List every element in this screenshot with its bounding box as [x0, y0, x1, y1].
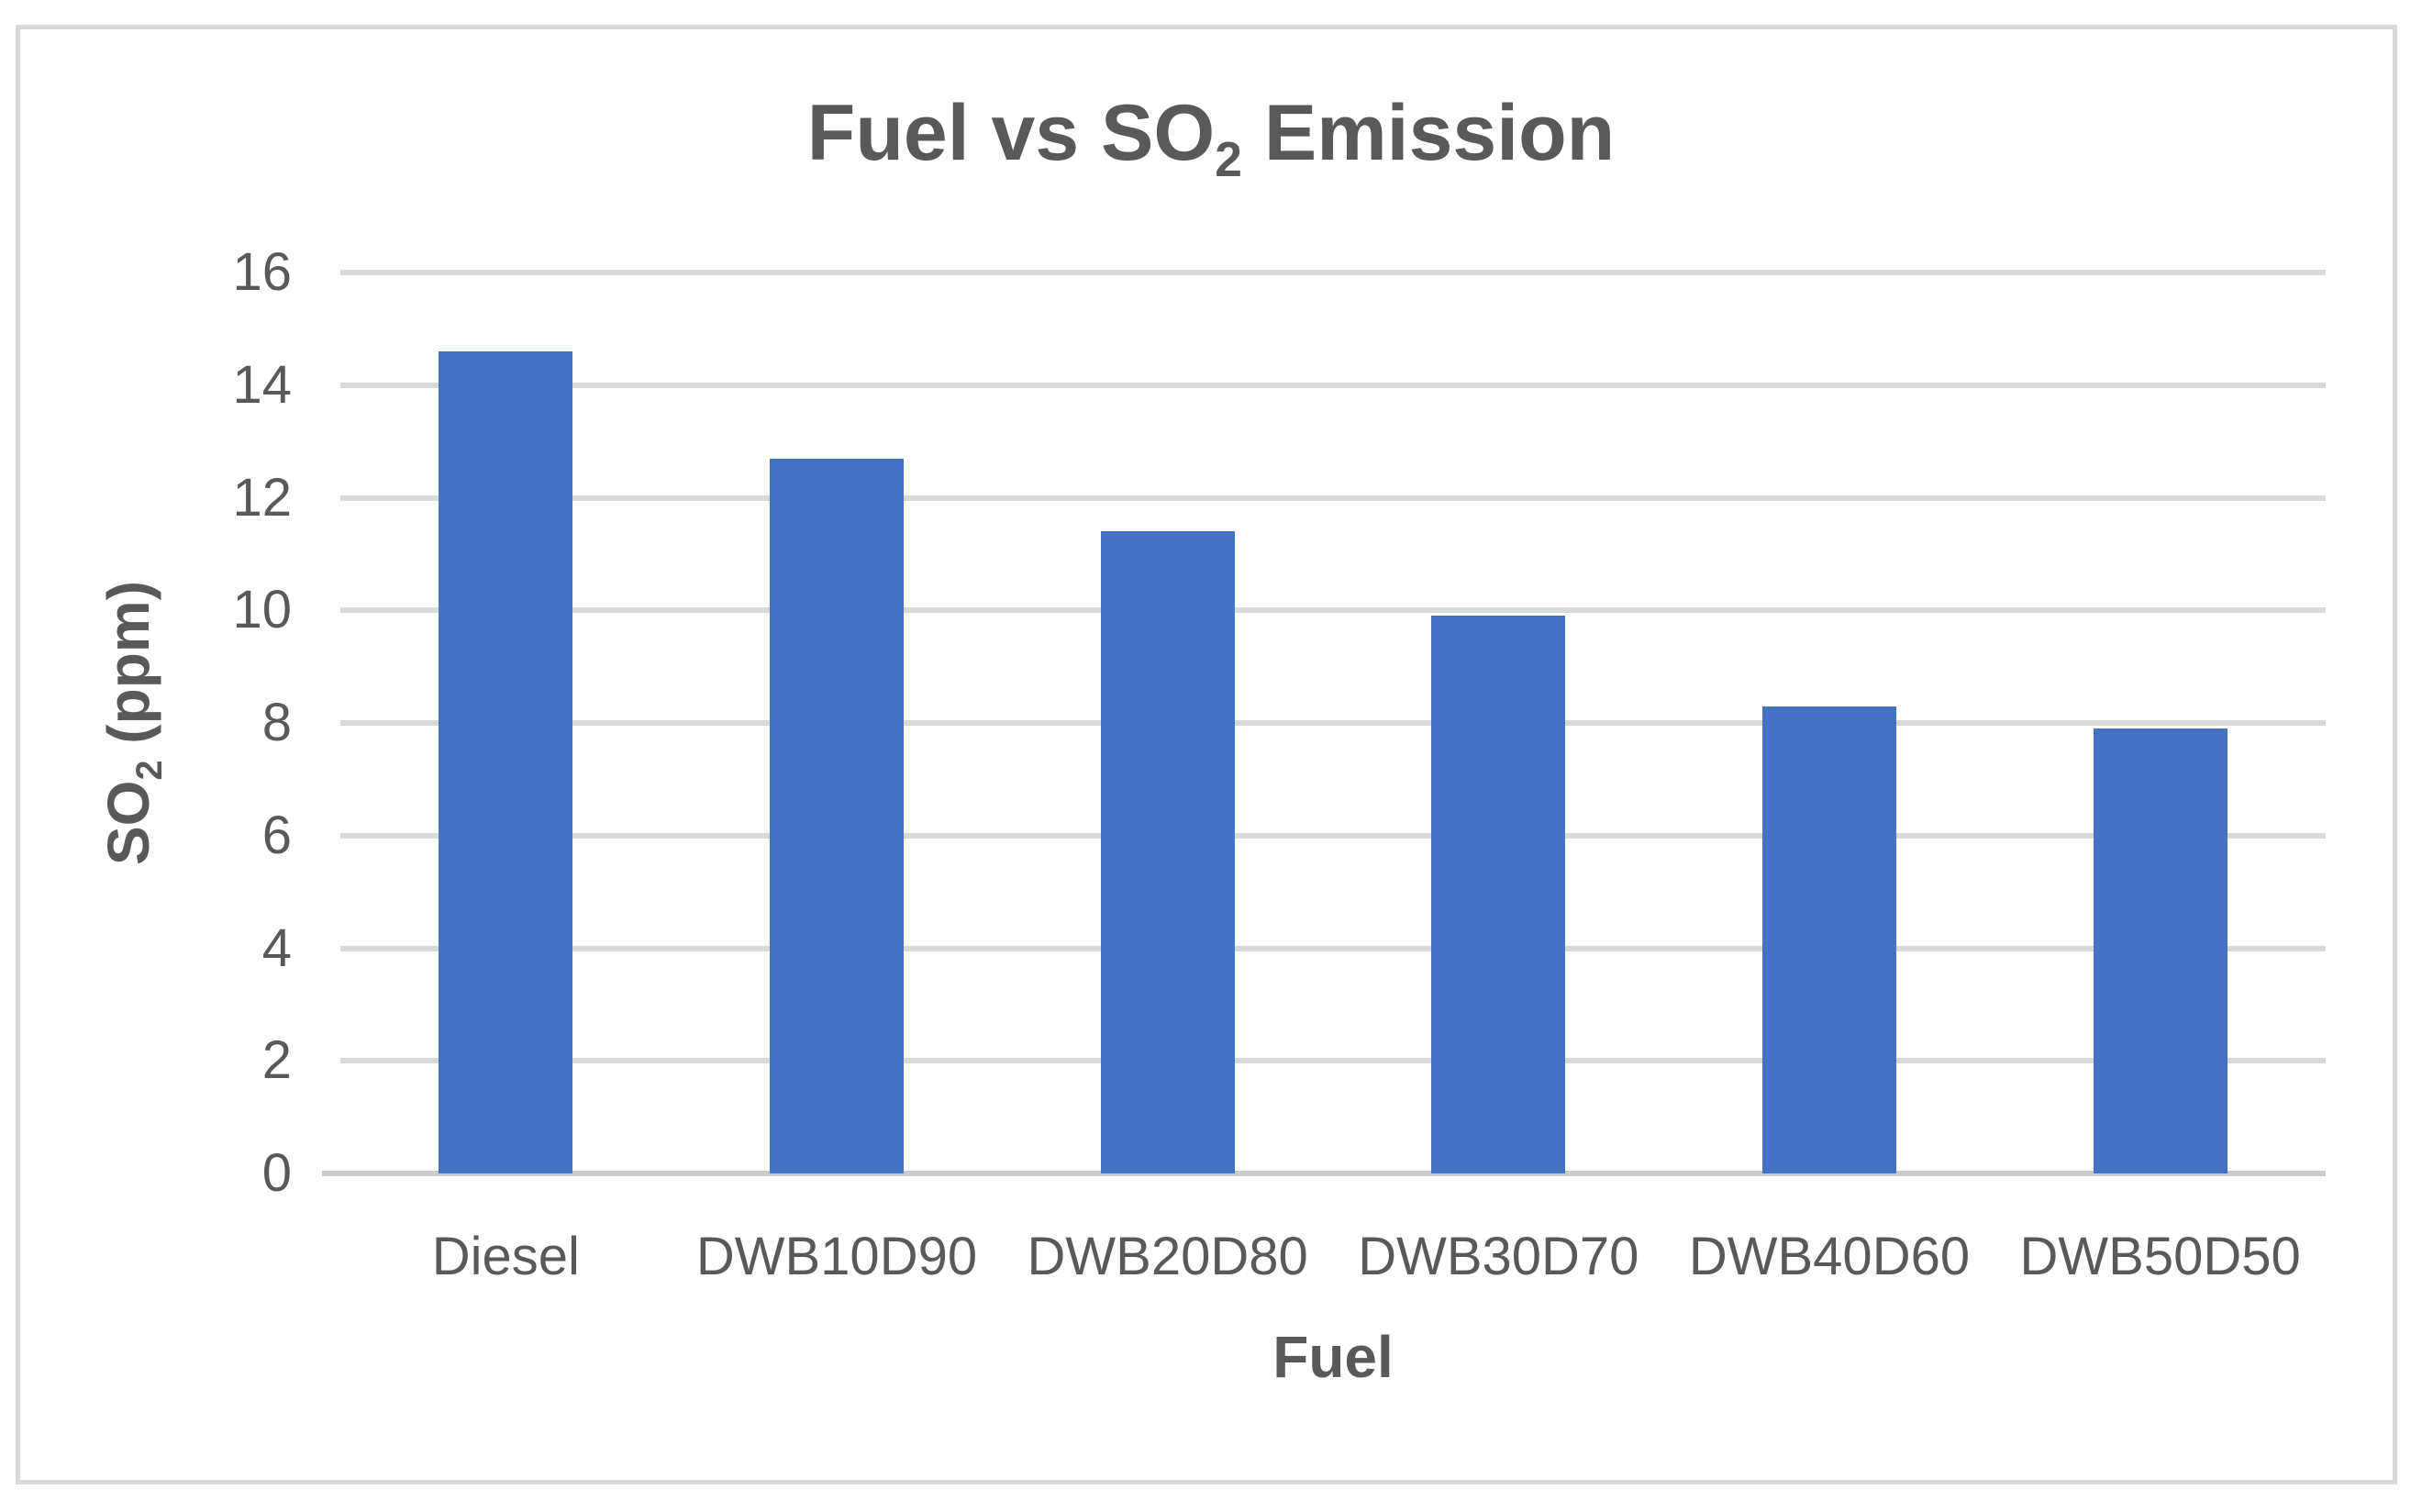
gridline [340, 270, 2326, 275]
gridline [340, 382, 2326, 388]
category-label: DWB10D90 [695, 1227, 978, 1286]
bar-dwb30d70 [1431, 616, 1566, 1173]
category-label: DWB50D50 [2019, 1227, 2301, 1286]
y-tick-label: 0 [261, 1143, 292, 1203]
gridline [340, 945, 2326, 951]
y-tick-label: 10 [232, 580, 292, 640]
y-tick-label: 4 [261, 917, 292, 978]
y-tick-label: 12 [232, 467, 292, 528]
chart-title-subscript: 2 [1215, 133, 1242, 188]
bar-diesel [439, 350, 573, 1173]
chart-title-prefix: Fuel vs SO [806, 89, 1216, 177]
gridline [340, 720, 2326, 726]
gridline [340, 832, 2326, 839]
x-axis-line [322, 1171, 2326, 1176]
y-tick-label: 6 [261, 805, 292, 865]
category-label: DWB30D70 [1358, 1227, 1639, 1286]
y-tick-label: 16 [232, 242, 292, 302]
y-tick-label: 2 [261, 1030, 292, 1091]
category-label: DWB40D60 [1688, 1227, 1971, 1286]
bar-dwb40d60 [1761, 706, 1897, 1173]
y-axis-title-subscript: 2 [128, 760, 170, 781]
gridline [340, 1058, 2326, 1064]
category-label: Diesel [431, 1227, 580, 1286]
gridline [340, 495, 2326, 501]
y-tick-label: 8 [261, 693, 292, 752]
y-tick-label: 14 [232, 354, 292, 415]
bar-dwb50d50 [2093, 728, 2228, 1173]
chart-title: Fuel vs SO2 Emission [0, 88, 2422, 184]
bar-dwb10d90 [769, 458, 905, 1173]
x-axis-title: Fuel [1272, 1324, 1394, 1390]
category-label: DWB20D80 [1027, 1227, 1308, 1286]
gridline [340, 607, 2326, 614]
chart-title-suffix: Emission [1241, 89, 1616, 177]
bar-dwb20d80 [1100, 531, 1235, 1173]
